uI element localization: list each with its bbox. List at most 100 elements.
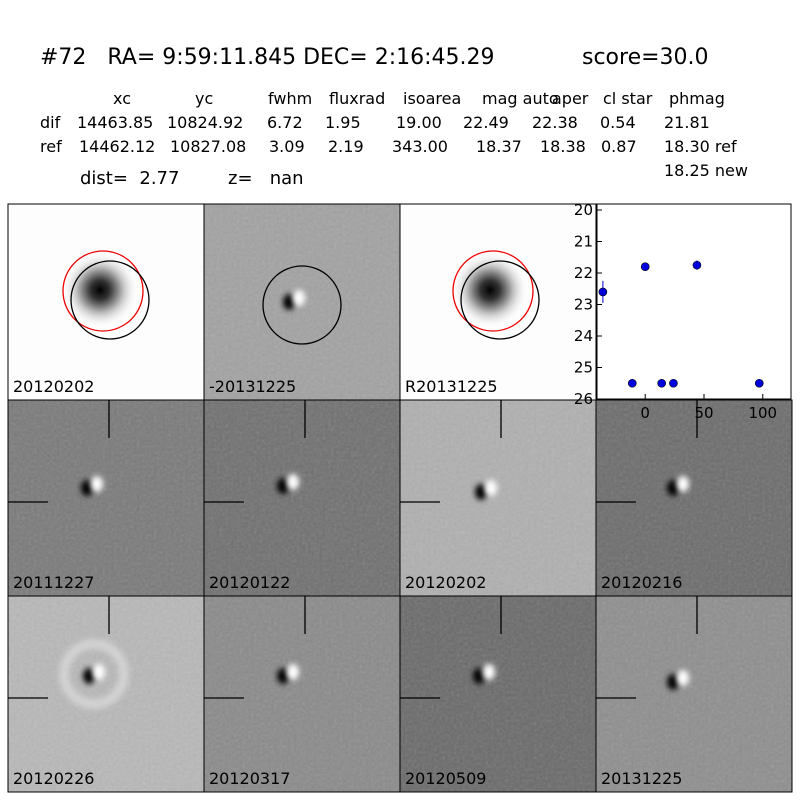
stamp-label: 20120202 <box>13 377 94 396</box>
det-circle <box>460 260 540 340</box>
det-circle <box>70 260 150 340</box>
dipole-pos <box>483 664 495 680</box>
dipole-neg <box>277 668 289 684</box>
dipole-neg <box>83 668 95 684</box>
stamp-noise <box>204 400 400 596</box>
dist: dist= 2.77 <box>80 168 179 189</box>
cell: 21.81 <box>664 113 710 132</box>
point <box>669 378 678 388</box>
plot-bg <box>596 203 792 400</box>
y-tick-label: 21 <box>574 233 593 251</box>
column-header: xc <box>113 89 131 108</box>
ref-circle <box>62 250 144 332</box>
star <box>62 252 138 328</box>
dipole-neg <box>277 478 289 494</box>
cell: 10824.92 <box>167 113 243 132</box>
point <box>692 260 702 270</box>
stamp-noise <box>204 596 400 792</box>
y-tick-label: 26 <box>574 390 593 408</box>
y-tick-label: 20 <box>574 201 593 219</box>
lightcurve: 20 21 22 23 24 25 26 0 50 100 <box>574 201 792 422</box>
stamp-noise <box>8 400 204 596</box>
stamp-label: 20120509 <box>405 769 486 788</box>
cell: 14462.12 <box>79 137 155 156</box>
cell: 10827.08 <box>170 137 246 156</box>
column-header: fluxrad <box>329 89 385 108</box>
dipole-pos <box>677 476 689 492</box>
stamp-noise <box>596 400 792 596</box>
row-label: dif <box>40 113 61 132</box>
column-header: cl star <box>603 89 653 108</box>
cell: 0.54 <box>600 113 636 132</box>
stamp-label: 20120317 <box>209 769 290 788</box>
dipole-neg <box>283 294 295 310</box>
ref-circle <box>452 250 534 332</box>
column-header: aper <box>552 89 589 108</box>
stamp-noise <box>596 596 792 792</box>
dipole-neg <box>473 668 485 684</box>
dipole-pos <box>485 480 497 496</box>
point <box>627 378 637 388</box>
column-header: mag auto <box>482 89 559 108</box>
column-header: fwhm <box>268 89 312 108</box>
point <box>598 287 608 297</box>
cell: 22.38 <box>532 113 578 132</box>
dipole-neg <box>667 674 679 690</box>
cell: 18.25 new <box>664 161 748 180</box>
dipole-pos <box>91 476 103 492</box>
halo <box>59 639 129 709</box>
stamp-label: 20120226 <box>13 769 94 788</box>
score: score=30.0 <box>582 45 709 70</box>
cell: 343.00 <box>392 137 448 156</box>
y-tick-label: 24 <box>574 327 593 345</box>
stamp-label: 20120216 <box>601 573 682 592</box>
column-header: isoarea <box>403 89 461 108</box>
dipole-pos <box>293 290 305 306</box>
dipole-pos <box>93 664 105 680</box>
stamp-label: 20111227 <box>13 573 94 592</box>
cell: 18.38 <box>540 137 586 156</box>
det-circle <box>262 265 342 345</box>
stamp-label: 20131225 <box>601 769 682 788</box>
stamps: 20120202 -20131225 R20131225 20111227 201201… <box>7 203 793 793</box>
stamp-noise <box>400 596 596 792</box>
cell: 14463.85 <box>77 113 153 132</box>
stamp-label: R20131225 <box>405 377 498 396</box>
cell: 1.95 <box>325 113 361 132</box>
cell: 0.87 <box>601 137 637 156</box>
stamp-label: 20120122 <box>209 573 290 592</box>
cell: 22.49 <box>463 113 509 132</box>
x-tick-label: 100 <box>748 404 777 422</box>
point <box>640 262 650 272</box>
dipole-neg <box>475 484 487 500</box>
cell: 19.00 <box>396 113 442 132</box>
dipole-pos <box>677 670 689 686</box>
row-label: ref <box>40 137 62 156</box>
point <box>754 378 764 388</box>
stamp-label: -20131225 <box>209 377 296 396</box>
column-header: phmag <box>669 89 725 108</box>
column-header: yc <box>195 89 213 108</box>
dipole-neg <box>81 480 93 496</box>
cell: 18.37 <box>476 137 522 156</box>
dipole-pos <box>287 664 299 680</box>
stamp-label: 20120202 <box>405 573 486 592</box>
dipole-neg <box>667 480 679 496</box>
dipole-pos <box>287 474 299 490</box>
cell: 18.30 ref <box>664 137 737 156</box>
cell: 6.72 <box>267 113 303 132</box>
stamp-frame <box>595 595 793 793</box>
redshift: z= nan <box>228 168 304 189</box>
y-tick-label: 25 <box>574 359 593 377</box>
stamp-noise <box>8 596 204 792</box>
point <box>657 378 666 388</box>
title: #72 RA= 9:59:11.845 DEC= 2:16:45.29 <box>40 45 495 70</box>
x-tick-label: 50 <box>694 404 713 422</box>
y-tick-label: 23 <box>574 296 593 314</box>
cell: 2.19 <box>328 137 364 156</box>
y-tick-label: 22 <box>574 264 593 282</box>
stamp-noise <box>400 400 596 596</box>
star <box>452 252 528 328</box>
